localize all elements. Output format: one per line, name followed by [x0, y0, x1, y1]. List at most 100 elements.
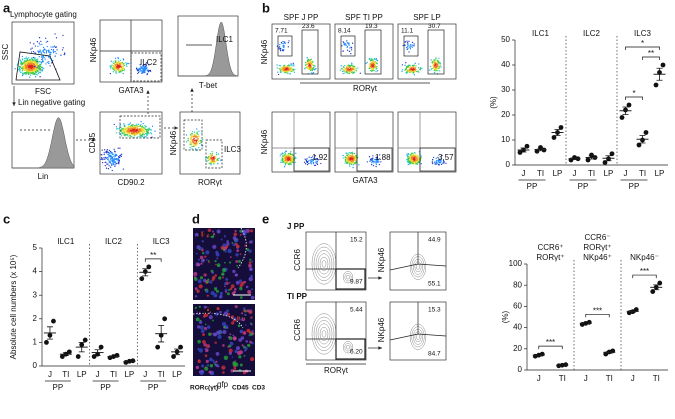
cell [230, 315, 234, 319]
event [144, 70, 146, 72]
event [211, 154, 213, 157]
event [371, 60, 373, 63]
cell [195, 252, 198, 255]
event [365, 62, 367, 64]
event [409, 157, 411, 159]
event [370, 59, 373, 61]
event [133, 126, 135, 128]
event [112, 68, 114, 70]
cell [238, 355, 242, 359]
event [17, 68, 20, 71]
event [55, 37, 58, 39]
event [308, 64, 310, 66]
gate [403, 35, 419, 57]
event [141, 128, 143, 130]
event [115, 154, 117, 156]
group-label: CCR6⁻ [584, 233, 610, 242]
event [408, 163, 411, 165]
cell [234, 229, 237, 233]
event [286, 70, 288, 72]
event [408, 162, 411, 164]
event [378, 163, 381, 166]
cell [239, 350, 243, 355]
cell [216, 257, 219, 260]
event [371, 159, 373, 161]
event [36, 59, 38, 61]
event [287, 65, 290, 68]
cell [235, 260, 239, 263]
event [316, 162, 318, 164]
event [314, 164, 317, 166]
event [346, 72, 348, 74]
cell [197, 325, 201, 329]
event [207, 157, 209, 159]
event [283, 41, 286, 43]
event [195, 140, 197, 142]
event [129, 130, 131, 132]
event [350, 69, 352, 71]
data-point [75, 354, 81, 359]
event [112, 67, 114, 69]
event [198, 146, 200, 149]
event [406, 156, 409, 158]
event [187, 139, 189, 142]
event [352, 159, 354, 162]
event [438, 67, 440, 70]
event [122, 59, 125, 61]
event [118, 66, 120, 68]
cell [232, 336, 237, 341]
event [280, 153, 282, 155]
event [37, 68, 40, 70]
event [411, 64, 413, 67]
event [42, 51, 45, 53]
event [306, 158, 308, 160]
event [429, 65, 432, 68]
event [109, 160, 112, 162]
event [359, 72, 361, 74]
event [50, 46, 52, 48]
cell [228, 336, 233, 341]
flow-plot [397, 111, 457, 173]
cell [203, 343, 207, 347]
event [132, 129, 135, 131]
event [213, 160, 215, 162]
event [214, 161, 216, 163]
event [142, 70, 145, 72]
event [214, 157, 216, 160]
event [144, 124, 146, 127]
event [45, 63, 47, 65]
event [373, 63, 375, 66]
event [56, 49, 58, 51]
event [295, 157, 297, 159]
cell [232, 334, 235, 337]
event [34, 56, 36, 59]
event [111, 164, 113, 166]
event [38, 56, 40, 58]
cell [201, 364, 205, 368]
cell [240, 336, 245, 340]
event [373, 162, 375, 164]
event [48, 49, 50, 51]
y-tick-label: 1 [33, 338, 38, 347]
significance-label: ** [150, 251, 156, 260]
event [437, 60, 439, 63]
event [415, 163, 418, 165]
y-tick-label: 20 [501, 110, 510, 119]
event [412, 71, 415, 74]
event [129, 133, 131, 135]
event [435, 63, 437, 65]
event [116, 66, 118, 68]
cell [205, 290, 209, 293]
event [352, 162, 354, 164]
data-point [517, 150, 523, 155]
gate-value: 11.1 [401, 28, 414, 35]
x-tick-label: LP [655, 169, 665, 178]
event [116, 62, 118, 65]
y-tick-label: 100 [509, 259, 523, 268]
event [408, 70, 410, 72]
event [312, 161, 315, 164]
contour [317, 323, 331, 345]
event [44, 58, 46, 60]
cell [204, 274, 207, 277]
